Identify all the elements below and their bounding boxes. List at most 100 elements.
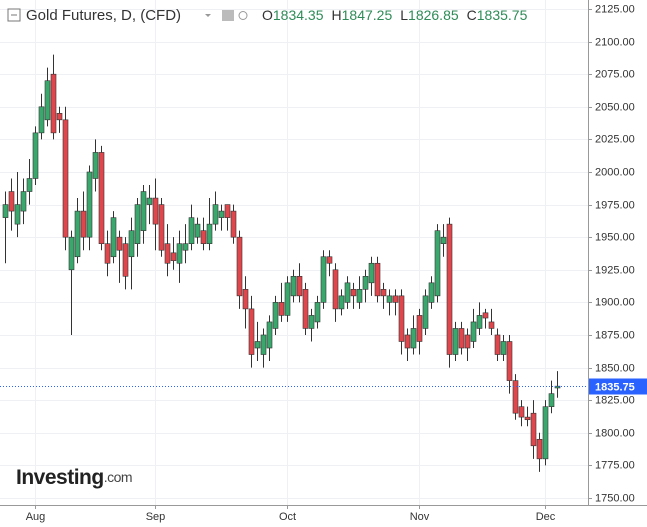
candle-body <box>488 321 495 329</box>
y-tick-label: 1850.00 <box>595 362 635 374</box>
watermark-suffix: .com <box>104 469 132 485</box>
candle-body <box>524 416 531 421</box>
candle-body <box>284 282 291 316</box>
ohlc-value: 1834.35 <box>273 7 324 23</box>
y-tick-label: 1825.00 <box>595 394 635 406</box>
gear-icon[interactable] <box>238 11 248 20</box>
candle-body <box>362 275 369 290</box>
candle-body <box>368 262 375 284</box>
candle-body <box>440 236 447 244</box>
candle-body <box>410 328 417 349</box>
y-tick-label: 2100.00 <box>595 36 635 48</box>
y-tick-label: 2050.00 <box>595 101 635 113</box>
candle-body <box>332 269 339 310</box>
y-tick-label: 1900.00 <box>595 296 635 308</box>
candle-body <box>536 438 543 460</box>
candle-body <box>194 223 201 238</box>
candle-body <box>326 256 333 264</box>
y-tick-label: 1800.00 <box>595 427 635 439</box>
y-tick-label: 1750.00 <box>595 492 635 504</box>
ohlc-value: 1847.25 <box>342 7 393 23</box>
candle-body <box>38 106 45 134</box>
candle-body <box>146 197 153 205</box>
candle-body <box>278 302 285 316</box>
ohlc-value: 1826.85 <box>408 7 459 23</box>
x-tick-label: Oct <box>279 511 296 523</box>
chart-title: Gold Futures, D, (CFD) <box>26 7 181 24</box>
candle-body <box>62 119 69 238</box>
grid <box>0 0 588 505</box>
candle-body <box>320 256 327 303</box>
candle-body <box>446 223 453 355</box>
candle-body <box>230 210 237 238</box>
candle-body <box>218 210 225 218</box>
candle-body <box>482 312 489 319</box>
watermark-main: Investing <box>16 466 104 489</box>
candle-body <box>548 393 555 407</box>
ohlc-value: 1835.75 <box>477 7 528 23</box>
candle-body <box>80 210 87 238</box>
candle-body <box>458 328 465 349</box>
candle-body <box>404 334 411 349</box>
candle-body <box>116 236 123 251</box>
candle-body <box>128 230 135 258</box>
watermark-text: Investing.com <box>16 466 132 489</box>
y-tick-label: 1975.00 <box>595 199 635 211</box>
candle-body <box>380 289 387 297</box>
y-tick-label: 2025.00 <box>595 133 635 145</box>
ohlc-letter: L <box>400 7 408 23</box>
y-tick-label: 1925.00 <box>595 264 635 276</box>
candle-body <box>134 204 141 244</box>
settings-icon[interactable] <box>222 10 234 21</box>
x-tick-label: Dec <box>536 511 556 523</box>
candle-body <box>242 289 249 310</box>
candle-body <box>338 295 345 310</box>
ohlc-letter: H <box>332 7 342 23</box>
candle-body <box>344 282 351 303</box>
candle-body <box>314 302 321 323</box>
y-tick-label: 2075.00 <box>595 68 635 80</box>
candle-body <box>140 191 147 231</box>
candle-body <box>290 275 297 297</box>
last-price-box <box>589 378 647 395</box>
candle-body <box>554 385 561 389</box>
candle-body <box>176 243 183 264</box>
candle-body <box>86 171 93 238</box>
candles <box>0 54 588 472</box>
candle-body <box>398 295 405 342</box>
candle-body <box>110 217 117 258</box>
dropdown-icon[interactable] <box>205 14 211 17</box>
candle-body <box>266 321 273 349</box>
x-tick-label: Aug <box>26 511 46 523</box>
candle-body <box>350 289 357 297</box>
y-tick-label: 2000.00 <box>595 166 635 178</box>
candle-body <box>200 230 207 244</box>
candle-body <box>50 73 57 134</box>
candle-body <box>206 223 213 244</box>
ohlc-letter: C <box>467 7 477 23</box>
candle-body <box>308 315 315 329</box>
y-tick-label: 1875.00 <box>595 329 635 341</box>
candle-body <box>182 243 189 251</box>
candle-body <box>302 289 309 329</box>
candle-body <box>506 341 513 381</box>
candle-body <box>464 334 471 349</box>
candle-body <box>386 295 393 303</box>
candle-body <box>254 341 261 349</box>
candle-body <box>92 152 99 179</box>
candle-body <box>44 80 51 121</box>
candle-body <box>470 321 477 342</box>
candle-body <box>224 204 231 218</box>
candle-body <box>98 152 105 244</box>
ohlc-header: O1834.35 H1847.25 L1826.85 C1835.75 <box>262 7 528 23</box>
candle-body <box>32 132 39 179</box>
candle-body <box>152 197 159 225</box>
candle-body <box>26 178 33 192</box>
candle-body <box>494 334 501 355</box>
candle-body <box>68 236 75 271</box>
candle-body <box>530 412 537 447</box>
candle-body <box>14 204 21 225</box>
candle-body <box>248 308 255 355</box>
y-tick-label: 1950.00 <box>595 231 635 243</box>
